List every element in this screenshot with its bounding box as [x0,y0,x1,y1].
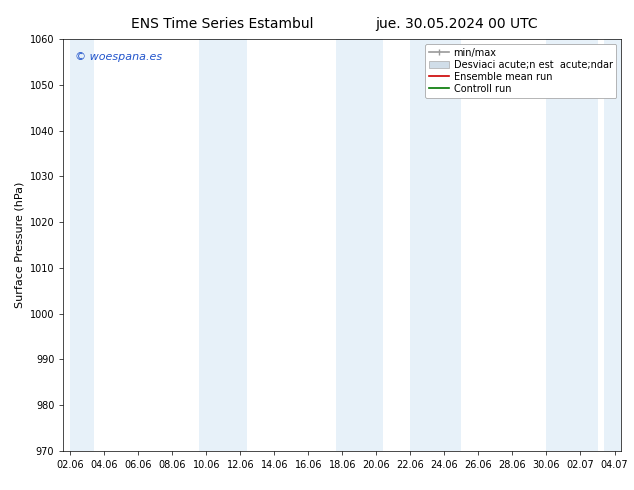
Text: ENS Time Series Estambul: ENS Time Series Estambul [131,17,313,31]
Bar [547,39,597,451]
Legend: min/max, Desviaci acute;n est  acute;ndar, Ensemble mean run, Controll run: min/max, Desviaci acute;n est acute;ndar… [425,44,616,98]
Bar [604,39,631,451]
Bar [335,39,383,451]
Text: jue. 30.05.2024 00 UTC: jue. 30.05.2024 00 UTC [375,17,538,31]
Bar [70,39,94,451]
Bar [410,39,462,451]
Y-axis label: Surface Pressure (hPa): Surface Pressure (hPa) [14,182,24,308]
Text: © woespana.es: © woespana.es [75,51,162,62]
Bar [200,39,247,451]
